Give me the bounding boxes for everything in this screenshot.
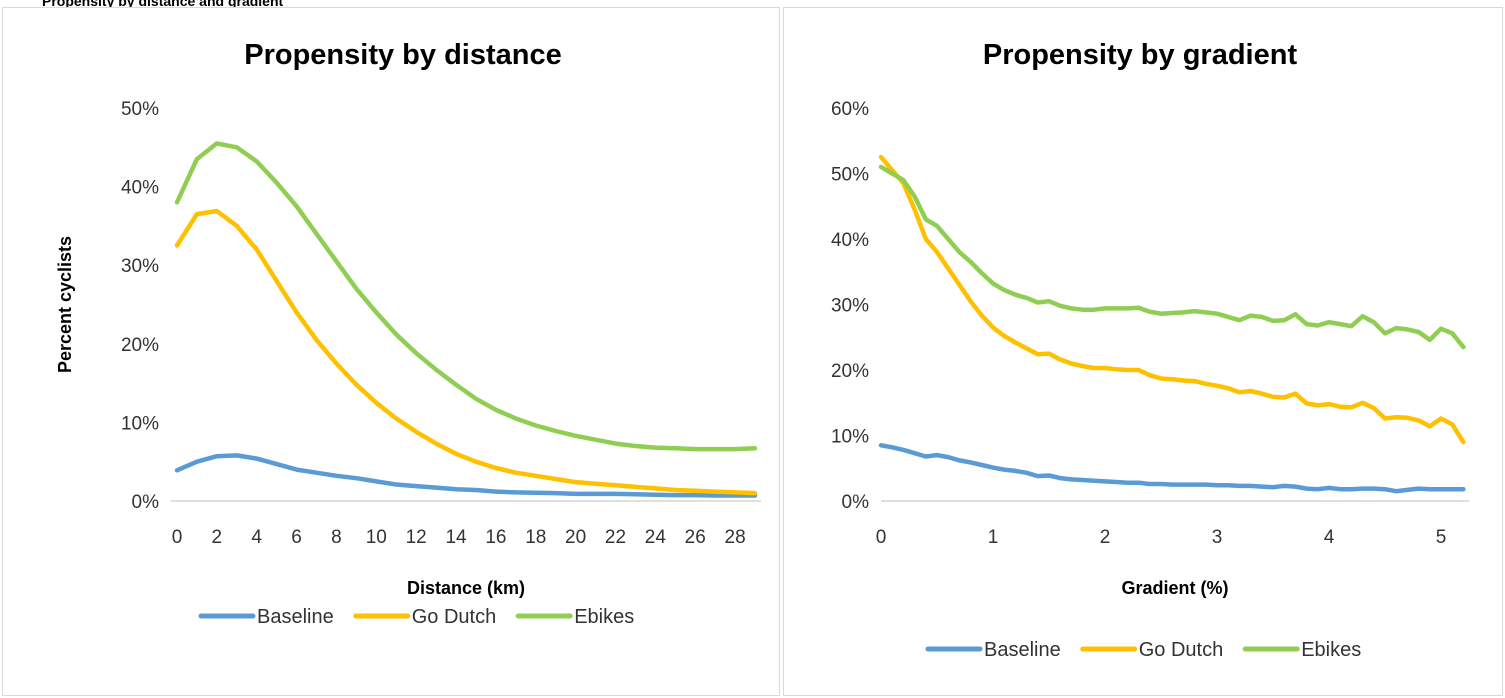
chart-panel-gradient: Propensity by gradient 0% 10% 20% 30% 40% 50% 6… — [783, 7, 1503, 696]
y-tick-label: 0% — [132, 492, 160, 513]
caption-fragment: Propensity by distance and gradient — [42, 0, 284, 9]
x-tick-label: 18 — [525, 527, 546, 548]
chart-title: Propensity by distance — [244, 39, 562, 71]
series-line-ebikes — [878, 164, 1466, 350]
legend-label-ebikes: Ebikes — [574, 606, 634, 628]
legend-label-go-dutch: Go Dutch — [1139, 639, 1223, 661]
x-tick-label: 22 — [605, 527, 626, 548]
series-line-ebikes — [174, 141, 758, 452]
legend-label-ebikes: Ebikes — [1301, 639, 1361, 661]
x-tick-label: 2 — [212, 527, 223, 548]
y-tick-label: 50% — [121, 99, 159, 120]
chart-title: Propensity by gradient — [983, 39, 1298, 71]
y-tick-label: 60% — [831, 99, 869, 120]
x-axis-title: Distance (km) — [407, 578, 525, 598]
y-tick-label: 20% — [831, 361, 869, 382]
y-tick-label: 20% — [121, 335, 159, 356]
x-tick-label: 28 — [725, 527, 746, 548]
chart-distance: Propensity by distance 0% 10% 20% 30% 40% 50% 0… — [55, 39, 761, 628]
legend-label-go-dutch: Go Dutch — [412, 606, 496, 628]
x-tick-label: 1 — [988, 527, 999, 548]
x-tick-label: 14 — [445, 527, 467, 548]
x-tick-label: 16 — [485, 527, 506, 548]
chart-panel-distance: Propensity by distance 0% 10% 20% 30% 40% 50% 0… — [2, 7, 780, 696]
x-tick-label: 4 — [251, 527, 262, 548]
x-tick-label: 3 — [1212, 527, 1223, 548]
x-tick-label: 12 — [406, 527, 427, 548]
x-tick-label: 2 — [1100, 527, 1111, 548]
y-tick-label: 10% — [121, 413, 159, 434]
x-tick-label: 6 — [291, 527, 302, 548]
legend-label-baseline: Baseline — [984, 639, 1061, 661]
y-axis-title: Percent cyclists — [55, 236, 75, 373]
series-line-go-dutch — [878, 154, 1466, 445]
x-axis-title: Gradient (%) — [1121, 578, 1228, 598]
x-tick-label: 26 — [685, 527, 706, 548]
y-tick-label: 30% — [831, 296, 869, 317]
series-line-go-dutch — [174, 208, 758, 496]
x-tick-label: 20 — [565, 527, 586, 548]
series-line-baseline — [878, 443, 1466, 494]
x-tick-label: 4 — [1324, 527, 1335, 548]
chart-gradient: Propensity by gradient 0% 10% 20% 30% 40% 50% 6… — [831, 39, 1469, 661]
x-tick-label: 0 — [876, 527, 887, 548]
x-tick-label: 0 — [172, 527, 183, 548]
y-tick-label: 40% — [121, 178, 159, 199]
y-tick-label: 0% — [842, 492, 870, 513]
y-tick-label: 10% — [831, 427, 869, 448]
y-tick-label: 30% — [121, 256, 159, 277]
y-tick-label: 50% — [831, 165, 869, 186]
y-tick-label: 40% — [831, 230, 869, 251]
legend-label-baseline: Baseline — [257, 606, 334, 628]
x-tick-label: 10 — [366, 527, 387, 548]
x-tick-label: 5 — [1436, 527, 1447, 548]
x-tick-label: 24 — [645, 527, 667, 548]
x-tick-label: 8 — [331, 527, 342, 548]
series-line-baseline — [174, 453, 758, 498]
